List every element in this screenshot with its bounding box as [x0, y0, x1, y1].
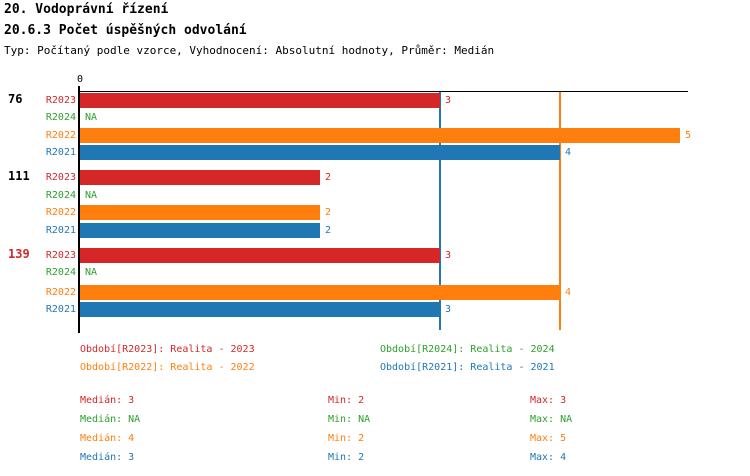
series-label: R2024 [45, 112, 76, 123]
series-label: R2021 [45, 225, 76, 236]
value-label: 5 [685, 130, 692, 141]
group-label: 139 [8, 247, 30, 261]
stat-cell: Min: NA [328, 414, 371, 425]
group-label: 76 [8, 92, 23, 106]
chart-subtitle: Typ: Počítaný podle vzorce, Vyhodnocení:… [4, 44, 495, 57]
value-label: 4 [565, 287, 572, 298]
value-label: 2 [325, 207, 332, 218]
stat-cell: Min: 2 [328, 395, 365, 406]
stat-cell: Max: 5 [530, 433, 567, 444]
group-label: 111 [8, 169, 30, 183]
stat-cell: Medián: NA [80, 414, 141, 425]
legend-item: Období[R2023]: Realita - 2023 [80, 344, 255, 355]
value-label: 2 [325, 225, 332, 236]
stat-cell: Min: 2 [328, 452, 365, 463]
chart-title: 20.6.3 Počet úspěšných odvolání [4, 23, 247, 38]
series-label: R2022 [45, 207, 76, 218]
bar [80, 145, 560, 160]
bar [80, 170, 320, 185]
stat-cell: Max: 4 [530, 452, 567, 463]
bar [80, 248, 440, 263]
series-label: R2024 [45, 190, 76, 201]
value-label: 3 [445, 95, 452, 106]
series-label: R2022 [45, 287, 76, 298]
stat-cell: Medián: 4 [80, 433, 135, 444]
value-label: 4 [565, 147, 572, 158]
na-label: NA [85, 267, 98, 278]
value-label: 3 [445, 250, 452, 261]
bar [80, 223, 320, 238]
median-gridline [439, 92, 441, 330]
series-label: R2021 [45, 304, 76, 315]
legend-item: Období[R2022]: Realita - 2022 [80, 362, 255, 373]
series-label: R2021 [45, 147, 76, 158]
series-label: R2023 [45, 250, 76, 261]
median-gridline [559, 92, 561, 330]
x-axis-line [78, 91, 688, 92]
series-label: R2023 [45, 95, 76, 106]
legend-item: Období[R2021]: Realita - 2021 [380, 362, 555, 373]
series-label: R2022 [45, 130, 76, 141]
bar [80, 93, 440, 108]
legend-item: Období[R2024]: Realita - 2024 [380, 344, 555, 355]
stat-cell: Max: 3 [530, 395, 567, 406]
na-label: NA [85, 190, 98, 201]
x-axis-tick-label: 0 [76, 74, 84, 85]
stat-cell: Max: NA [530, 414, 573, 425]
stat-cell: Medián: 3 [80, 452, 135, 463]
stat-cell: Medián: 3 [80, 395, 135, 406]
value-label: 3 [445, 304, 452, 315]
value-label: 2 [325, 172, 332, 183]
na-label: NA [85, 112, 98, 123]
bar [80, 302, 440, 317]
page-title: 20. Vodoprávní řízení [4, 2, 169, 17]
stat-cell: Min: 2 [328, 433, 365, 444]
bar [80, 285, 560, 300]
bar [80, 128, 680, 143]
series-label: R2023 [45, 172, 76, 183]
series-label: R2024 [45, 267, 76, 278]
y-axis-line [78, 86, 80, 333]
bar [80, 205, 320, 220]
